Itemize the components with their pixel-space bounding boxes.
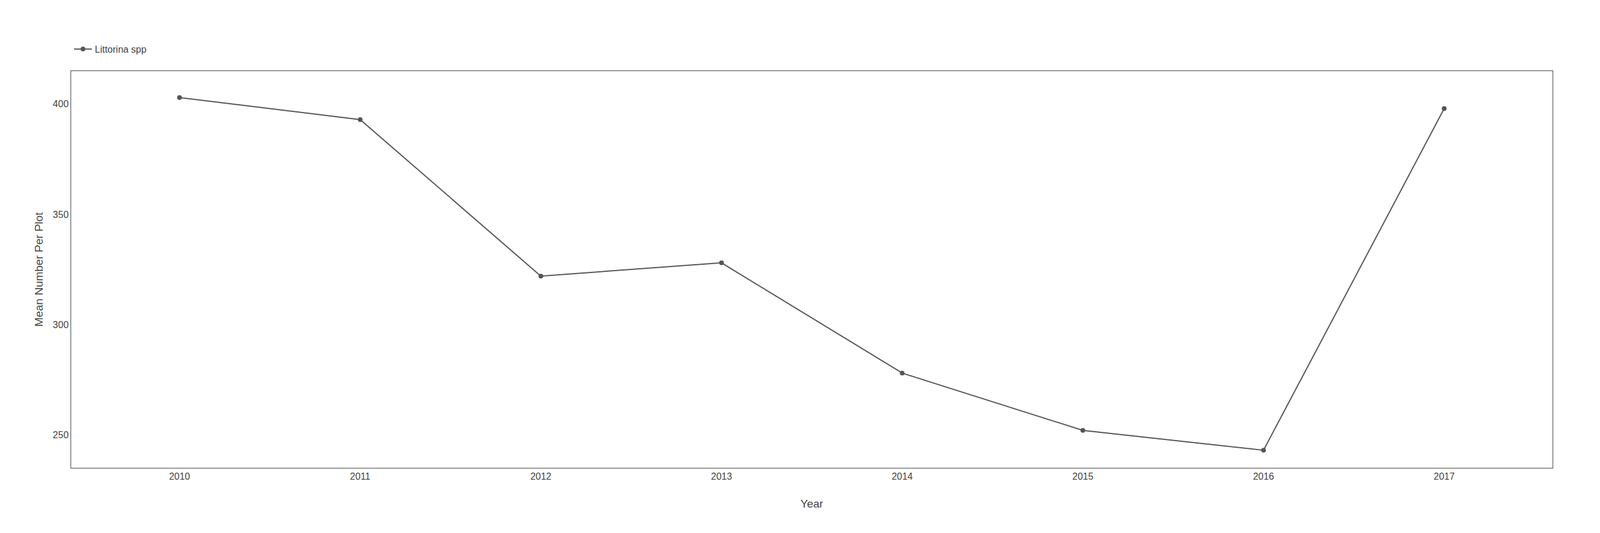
svg-text:2013: 2013 bbox=[711, 471, 733, 482]
svg-text:2016: 2016 bbox=[1252, 471, 1275, 482]
svg-text:Littorina spp: Littorina spp bbox=[94, 44, 147, 55]
svg-text:Mean Number Per Plot: Mean Number Per Plot bbox=[32, 212, 46, 328]
svg-text:2012: 2012 bbox=[530, 471, 552, 482]
svg-text:Year: Year bbox=[800, 497, 824, 511]
svg-text:2017: 2017 bbox=[1433, 471, 1455, 482]
svg-text:2011: 2011 bbox=[350, 471, 371, 482]
svg-text:2015: 2015 bbox=[1072, 471, 1094, 482]
svg-text:300: 300 bbox=[52, 320, 69, 331]
svg-text:250: 250 bbox=[52, 430, 69, 441]
svg-text:400: 400 bbox=[52, 98, 69, 110]
svg-text:350: 350 bbox=[52, 209, 69, 220]
svg-text:2010: 2010 bbox=[168, 471, 191, 482]
svg-text:2014: 2014 bbox=[891, 471, 914, 482]
